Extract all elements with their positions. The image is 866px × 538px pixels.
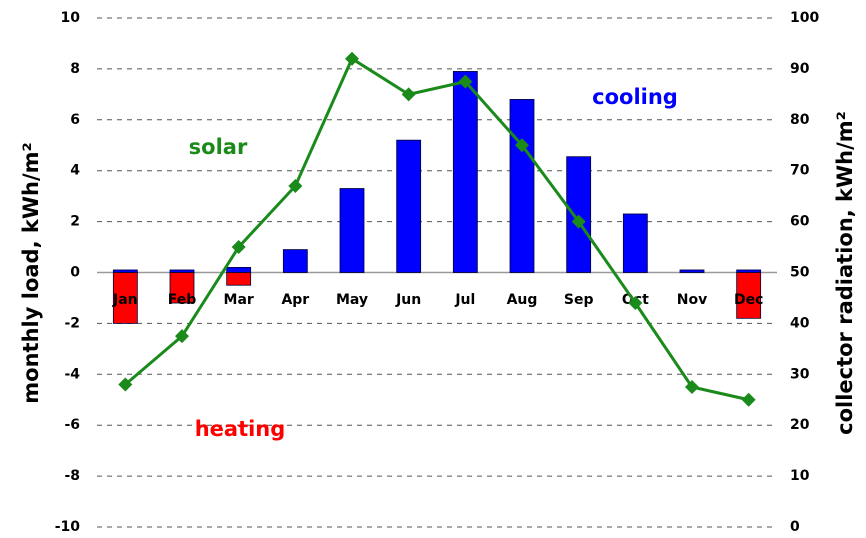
bar <box>679 269 705 273</box>
y-axis-label: monthly load, kWh/m² <box>19 142 43 403</box>
marker <box>741 392 756 407</box>
y2-tick-label: 80 <box>790 112 810 128</box>
marker <box>685 380 699 395</box>
y-tick-label: 0 <box>70 265 80 281</box>
bar <box>226 272 252 286</box>
marker <box>628 296 643 311</box>
y2-tick-label: 10 <box>790 468 810 484</box>
marker <box>515 138 529 153</box>
x-tick-label: Feb <box>168 292 197 308</box>
x-tick-label: Dec <box>734 292 763 308</box>
x-tick-label: Mar <box>224 292 254 308</box>
y-tick-label: -10 <box>55 519 81 535</box>
marker <box>118 377 133 392</box>
y2-tick-label: 90 <box>790 61 810 77</box>
y2-tick-label: 60 <box>790 214 810 230</box>
x-tick-label: May <box>336 292 368 308</box>
bar <box>226 267 252 273</box>
y-tick-label: -8 <box>64 468 80 484</box>
marker <box>345 51 359 66</box>
series-label: heating <box>195 417 286 441</box>
y2-tick-label: 0 <box>790 519 800 535</box>
y2-tick-label: 100 <box>790 10 819 26</box>
y2-tick-label: 70 <box>790 163 810 179</box>
x-tick-label: Jun <box>395 292 421 308</box>
y-tick-label: 10 <box>61 10 81 26</box>
x-tick-label: Jul <box>454 292 475 308</box>
bar <box>339 188 365 273</box>
y2-tick-label: 40 <box>790 315 810 331</box>
bar <box>169 272 195 304</box>
marker <box>175 329 189 344</box>
y-tick-label: 4 <box>70 163 80 179</box>
bar <box>622 213 648 273</box>
y-tick-label: 8 <box>70 61 80 77</box>
x-tick-label: Aug <box>507 292 538 308</box>
marker <box>288 178 303 193</box>
bar <box>452 71 478 273</box>
bar <box>736 272 762 319</box>
y2-axis-label: collector radiation, kWh/m² <box>833 111 857 435</box>
bar <box>509 99 535 273</box>
x-tick-label: Jan <box>112 292 138 308</box>
y2-tick-label: 30 <box>790 366 810 382</box>
y-tick-label: 6 <box>70 112 80 128</box>
y-tick-label: -4 <box>64 366 80 382</box>
y-tick-label: -2 <box>64 315 80 331</box>
series-label: solar <box>189 135 248 159</box>
marker <box>458 74 473 89</box>
y2-tick-label: 50 <box>790 265 810 281</box>
y2-tick-label: 20 <box>790 417 810 433</box>
y-tick-label: 2 <box>70 214 80 230</box>
marker <box>401 87 416 102</box>
x-tick-label: Nov <box>677 292 707 308</box>
line <box>124 56 749 402</box>
series-label: cooling <box>592 85 678 109</box>
y-tick-label: -6 <box>64 417 80 433</box>
marker <box>231 240 246 255</box>
x-tick-label: Sep <box>564 292 594 308</box>
marker <box>571 214 586 229</box>
bar <box>396 139 422 273</box>
x-tick-label: Apr <box>281 292 309 308</box>
bar <box>282 249 308 273</box>
bar <box>112 272 138 324</box>
